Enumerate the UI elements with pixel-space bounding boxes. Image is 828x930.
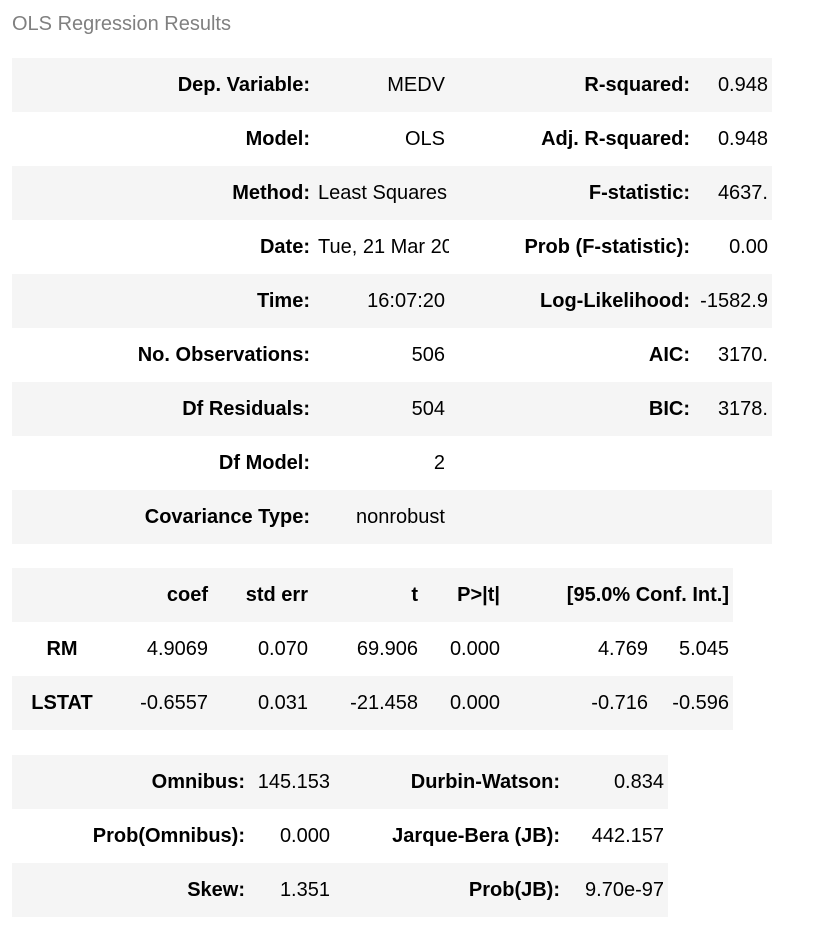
conf-int-high: 5.045 — [678, 637, 730, 660]
coef-row: RM 4.9069 0.070 69.906 0.000 4.769 5.045 — [12, 622, 733, 676]
coefficients-table: coef std err t P>|t| [95.0% Conf. Int.] … — [12, 568, 734, 730]
stat-value: 442.157 — [591, 824, 664, 847]
stat-value: 2 — [433, 451, 445, 474]
page-title: OLS Regression Results — [12, 13, 231, 35]
std-err-value: 0.070 — [257, 637, 308, 660]
stat-label: Date: — [259, 235, 310, 258]
conf-int-low: 4.769 — [597, 637, 648, 660]
stat-value: 3178. — [717, 397, 768, 420]
conf-int-low: -0.716 — [591, 691, 648, 714]
stat-label: Jarque-Bera (JB): — [392, 824, 560, 847]
stat-value: 0.000 — [279, 824, 330, 847]
stat-value: 16:07:20 — [367, 289, 445, 312]
stat-label: Skew: — [187, 878, 245, 901]
table-row: Covariance Type: nonrobust — [12, 490, 772, 544]
table-row: No. Observations: 506 AIC: 3170. — [12, 328, 772, 382]
stat-value: Least Squares — [318, 181, 447, 204]
stat-value: Tue, 21 Mar 2017 — [318, 235, 449, 258]
stat-label — [449, 436, 694, 490]
conf-int-high: -0.596 — [672, 691, 730, 714]
stat-value — [694, 436, 772, 490]
stat-value: 9.70e-97 — [585, 878, 664, 901]
stat-value: 4637. — [717, 181, 768, 204]
stat-label: Prob(JB): — [468, 878, 560, 901]
coef-row: LSTAT -0.6557 0.031 -21.458 0.000 -0.716… — [12, 676, 734, 730]
table-row: Df Model: 2 — [12, 436, 772, 490]
stat-label — [449, 490, 694, 544]
coef-row-name: RM — [46, 637, 78, 660]
stat-value: 506 — [411, 343, 445, 366]
stat-label: Df Residuals: — [182, 397, 310, 420]
stat-value: 0.834 — [613, 770, 664, 793]
stat-value: 1.351 — [279, 878, 330, 901]
stat-value: 145.153 — [257, 770, 330, 793]
stat-label: BIC: — [648, 397, 690, 420]
stat-value: 0.948 — [717, 127, 768, 150]
stat-value: 504 — [411, 397, 445, 420]
stat-label: Prob(Omnibus): — [92, 824, 245, 847]
stat-label: Log-Likelihood: — [540, 289, 690, 312]
stat-label: Method: — [232, 181, 310, 204]
table-row: Prob(Omnibus): 0.000 Jarque-Bera (JB): 4… — [12, 809, 668, 863]
stat-value: 0.948 — [717, 73, 768, 96]
stat-label: R-squared: — [584, 73, 690, 96]
p-value: 0.000 — [449, 691, 500, 714]
table-row: Date: Tue, 21 Mar 2017 Prob (F-statistic… — [12, 220, 772, 274]
col-header-std-err: std err — [245, 583, 308, 606]
coef-value: 4.9069 — [146, 637, 208, 660]
stat-value: MEDV — [387, 73, 445, 96]
stat-label: Dep. Variable: — [177, 73, 310, 96]
stat-label: Time: — [257, 289, 310, 312]
col-header-p-value: P>|t| — [457, 583, 500, 606]
stat-value — [694, 490, 772, 544]
regression-summary-table: Dep. Variable: MEDV R-squared: 0.948 Mod… — [12, 58, 772, 544]
coef-value: -0.6557 — [140, 691, 208, 714]
coef-row-name: LSTAT — [31, 691, 93, 714]
table-row: Time: 16:07:20 Log-Likelihood: -1582.9 — [12, 274, 772, 328]
stat-label: Prob (F-statistic): — [524, 235, 690, 258]
table-row: Method: Least Squares F-statistic: 4637. — [12, 166, 772, 220]
stat-label: Omnibus: — [151, 770, 245, 793]
table-row: Omnibus: 145.153 Durbin-Watson: 0.834 — [12, 755, 668, 809]
col-header-t: t — [411, 583, 418, 606]
stat-label: Durbin-Watson: — [410, 770, 560, 793]
table-row: Model: OLS Adj. R-squared: 0.948 — [12, 112, 772, 166]
stat-value: OLS — [404, 127, 445, 150]
diagnostics-table: Omnibus: 145.153 Durbin-Watson: 0.834 Pr… — [12, 755, 668, 917]
col-header-coef: coef — [166, 583, 208, 606]
table-row: Skew: 1.351 Prob(JB): 9.70e-97 — [12, 863, 668, 917]
stat-label: Model: — [245, 127, 310, 150]
stat-value: 0.00 — [729, 235, 768, 258]
table-row: Dep. Variable: MEDV R-squared: 0.948 — [12, 58, 772, 112]
coef-header-blank — [12, 568, 112, 622]
std-err-value: 0.031 — [257, 691, 308, 714]
stat-value: 3170. — [717, 343, 768, 366]
stat-label: Df Model: — [218, 451, 310, 474]
table-row: Df Residuals: 504 BIC: 3178. — [12, 382, 772, 436]
stat-value: -1582.9 — [700, 289, 768, 312]
stat-label: F-statistic: — [588, 181, 690, 204]
stat-label: Covariance Type: — [144, 505, 310, 528]
t-value: 69.906 — [356, 637, 418, 660]
stat-label: No. Observations: — [137, 343, 310, 366]
col-header-conf-int: [95.0% Conf. Int.] — [566, 583, 730, 606]
stat-label: Adj. R-squared: — [541, 127, 690, 150]
stat-value: nonrobust — [356, 505, 445, 528]
t-value: -21.458 — [350, 691, 418, 714]
stat-label: AIC: — [648, 343, 690, 366]
p-value: 0.000 — [449, 637, 500, 660]
coef-header-row: coef std err t P>|t| [95.0% Conf. Int.] — [12, 568, 734, 622]
